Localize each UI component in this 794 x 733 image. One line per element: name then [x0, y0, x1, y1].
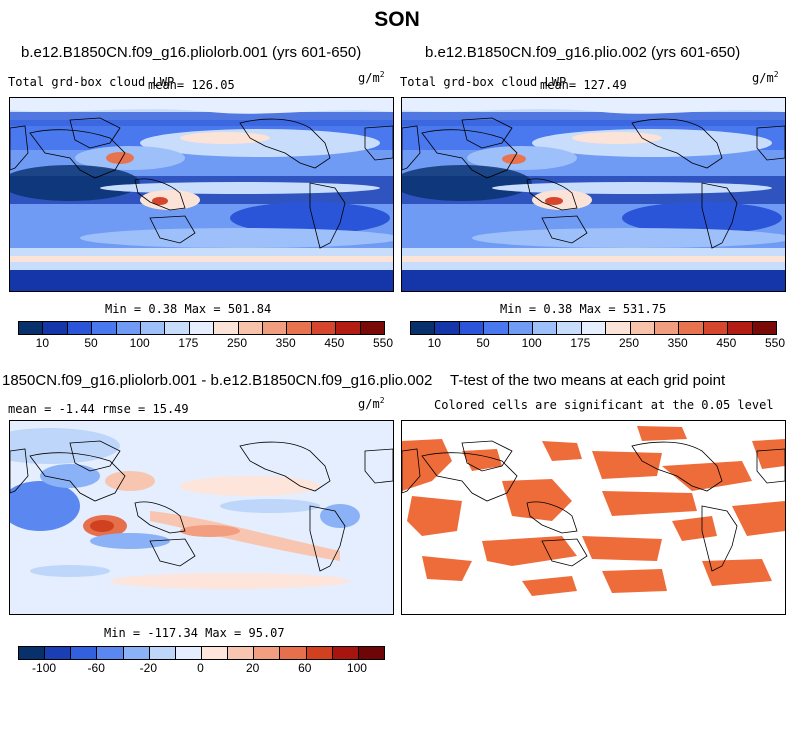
colorbar-segment — [19, 647, 46, 659]
colorbar-tick-label: 100 — [129, 336, 150, 350]
colorbar-segment — [71, 647, 98, 659]
colorbar-segment — [254, 647, 281, 659]
panel2-units: g/m2 — [752, 70, 779, 85]
panel2-variable-label: Total grd-box cloud LWP — [400, 75, 567, 89]
panel1-colorbar — [18, 321, 385, 335]
colorbar-tick-label: 100 — [346, 661, 367, 675]
colorbar-segment — [606, 322, 631, 334]
figure-title: SON — [374, 8, 420, 31]
panel2-minmax: Min = 0.38 Max = 531.75 — [500, 302, 667, 316]
colorbar-segment — [97, 647, 124, 659]
colorbar-tick-label: 10 — [35, 336, 50, 350]
colorbar-segment — [336, 322, 361, 334]
panel4-title: T-test of the two means at each grid poi… — [450, 372, 726, 389]
panel3-title: 1850CN.f09_g16.pliolorb.001 - b.e12.B185… — [2, 372, 433, 389]
colorbar-segment — [92, 322, 117, 334]
panel1-minmax: Min = 0.38 Max = 501.84 — [105, 302, 272, 316]
panel3-units: g/m2 — [358, 396, 385, 411]
colorbar-segment — [581, 322, 607, 334]
colorbar-segment — [411, 322, 436, 334]
colorbar-segment — [149, 647, 176, 659]
colorbar-segment — [557, 322, 582, 334]
colorbar-tick-label: 100 — [521, 336, 542, 350]
colorbar-segment — [43, 322, 68, 334]
colorbar-segment — [123, 647, 150, 659]
colorbar-segment — [508, 322, 534, 334]
colorbar-segment — [45, 647, 72, 659]
colorbar-segment — [228, 647, 255, 659]
colorbar-tick-label: 10 — [427, 336, 442, 350]
panel3-map — [9, 420, 394, 615]
colorbar-tick-label: 50 — [84, 336, 98, 350]
panel1-variable-label: Total grd-box cloud LWP — [8, 75, 175, 89]
colorbar-segment — [630, 322, 656, 334]
colorbar-segment — [435, 322, 460, 334]
panel1-title: b.e12.B1850CN.f09_g16.pliolorb.001 (yrs … — [21, 44, 362, 61]
colorbar-segment — [360, 322, 385, 334]
colorbar-tick-label: 250 — [618, 336, 640, 350]
panel3-map-svg — [10, 421, 393, 614]
colorbar-tick-label: 350 — [275, 336, 296, 350]
colorbar-tick-label: 450 — [324, 336, 345, 350]
panel2-colorbar — [410, 321, 777, 335]
colorbar-segment — [332, 647, 359, 659]
colorbar-segment — [484, 322, 509, 334]
colorbar-segment — [214, 322, 239, 334]
colorbar-tick-label: 450 — [716, 336, 737, 350]
colorbar-segment — [287, 322, 312, 334]
panel1-map-svg — [10, 98, 393, 291]
colorbar-tick-label: 20 — [245, 661, 260, 675]
colorbar-segment — [116, 322, 142, 334]
colorbar-tick-label: -20 — [139, 661, 158, 675]
colorbar-tick-label: 60 — [298, 661, 312, 675]
colorbar-segment — [306, 647, 333, 659]
colorbar-tick-label: 0 — [197, 661, 204, 675]
panel2-map-svg — [402, 98, 785, 291]
colorbar-tick-label: 50 — [476, 336, 490, 350]
colorbar-segment — [533, 322, 558, 334]
colorbar-segment — [238, 322, 264, 334]
colorbar-segment — [263, 322, 288, 334]
colorbar-segment — [67, 322, 93, 334]
colorbar-segment — [280, 647, 307, 659]
panel3-stats: mean = -1.44 rmse = 15.49 — [8, 402, 189, 416]
panel2-map — [401, 97, 786, 292]
colorbar-tick-label: 550 — [764, 336, 786, 350]
colorbar-segment — [459, 322, 485, 334]
colorbar-segment — [679, 322, 704, 334]
colorbar-segment — [165, 322, 190, 334]
colorbar-tick-label: -100 — [32, 661, 57, 675]
panel2-mean: mean= 127.49 — [540, 78, 627, 92]
panel4-subtitle: Colored cells are significant at the 0.0… — [434, 398, 774, 412]
colorbar-segment — [175, 647, 202, 659]
colorbar-segment — [752, 322, 777, 334]
panel2-title: b.e12.B1850CN.f09_g16.plio.002 (yrs 601-… — [425, 44, 741, 61]
panel3-colorbar — [18, 646, 385, 660]
panel1-map — [9, 97, 394, 292]
colorbar-segment — [311, 322, 337, 334]
colorbar-tick-label: 175 — [570, 336, 591, 350]
colorbar-segment — [201, 647, 229, 659]
colorbar-segment — [358, 647, 384, 659]
panel1-mean: mean= 126.05 — [148, 78, 235, 92]
colorbar-segment — [141, 322, 166, 334]
colorbar-segment — [703, 322, 729, 334]
colorbar-segment — [655, 322, 680, 334]
colorbar-tick-label: 250 — [226, 336, 248, 350]
colorbar-segment — [19, 322, 44, 334]
colorbar-tick-label: 550 — [372, 336, 394, 350]
panel1-units: g/m2 — [358, 70, 385, 85]
colorbar-segment — [189, 322, 215, 334]
colorbar-tick-label: 175 — [178, 336, 199, 350]
colorbar-segment — [728, 322, 753, 334]
panel3-minmax: Min = -117.34 Max = 95.07 — [104, 626, 285, 640]
panel4-map-svg — [402, 421, 785, 614]
colorbar-tick-label: 350 — [667, 336, 688, 350]
panel4-map — [401, 420, 786, 615]
colorbar-tick-label: -60 — [87, 661, 105, 675]
